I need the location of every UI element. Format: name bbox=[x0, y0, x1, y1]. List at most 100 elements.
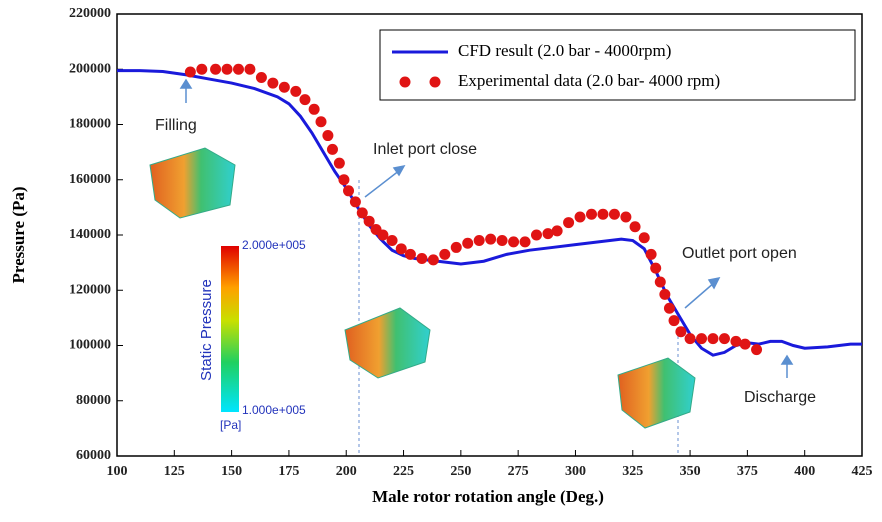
annotation: Outlet port open bbox=[682, 245, 797, 262]
data-point bbox=[485, 234, 496, 245]
data-point bbox=[575, 212, 586, 223]
rotor bbox=[618, 358, 695, 428]
y-tick-label: 140000 bbox=[69, 227, 111, 242]
x-tick-label: 175 bbox=[278, 464, 299, 479]
data-point bbox=[609, 209, 620, 220]
data-point bbox=[387, 235, 398, 246]
data-point bbox=[210, 64, 221, 75]
colorbar-min: 1.000e+005 bbox=[242, 403, 306, 417]
data-point bbox=[334, 158, 345, 169]
data-point bbox=[563, 217, 574, 228]
legend-marker bbox=[430, 77, 441, 88]
x-tick-label: 250 bbox=[450, 464, 471, 479]
arrow-head bbox=[782, 356, 792, 364]
data-point bbox=[405, 249, 416, 260]
x-tick-label: 125 bbox=[164, 464, 185, 479]
data-point bbox=[299, 94, 310, 105]
data-point bbox=[639, 232, 650, 243]
data-point bbox=[630, 221, 641, 232]
data-point bbox=[338, 174, 349, 185]
y-tick-label: 160000 bbox=[69, 172, 111, 187]
data-point bbox=[508, 236, 519, 247]
data-point bbox=[696, 333, 707, 344]
legend-label: Experimental data (2.0 bar- 4000 rpm) bbox=[458, 71, 720, 90]
chart: 100 125 150 175 200 225 250 275 300 325 350 375 400 4… bbox=[0, 0, 882, 517]
x-tick-label: 200 bbox=[336, 464, 357, 479]
y-tick-label: 220000 bbox=[69, 6, 111, 21]
annotation: Inlet port close bbox=[373, 141, 477, 158]
data-point bbox=[497, 235, 508, 246]
data-point bbox=[290, 86, 301, 97]
x-tick-label: 300 bbox=[565, 464, 586, 479]
y-tick-label: 180000 bbox=[69, 117, 111, 132]
colorbar-max: 2.000e+005 bbox=[242, 238, 306, 252]
data-point bbox=[620, 212, 631, 223]
x-tick-label: 350 bbox=[680, 464, 701, 479]
data-point bbox=[586, 209, 597, 220]
y-axis-label: Pressure (Pa) bbox=[9, 186, 28, 283]
arrow bbox=[685, 282, 715, 308]
x-tick-label: 100 bbox=[107, 464, 128, 479]
data-point bbox=[751, 344, 762, 355]
x-axis-label: Male rotor rotation angle (Deg.) bbox=[372, 487, 604, 506]
x-tick-label: 150 bbox=[221, 464, 242, 479]
data-point bbox=[256, 72, 267, 83]
data-point bbox=[685, 333, 696, 344]
x-tick-label: 325 bbox=[622, 464, 643, 479]
annotation: Filling bbox=[155, 117, 197, 134]
y-tick-label: 60000 bbox=[76, 448, 111, 463]
data-point bbox=[233, 64, 244, 75]
data-point bbox=[428, 254, 439, 265]
data-point bbox=[650, 263, 661, 274]
x-tick-label: 425 bbox=[852, 464, 873, 479]
x-tick-label: 375 bbox=[737, 464, 758, 479]
data-point bbox=[740, 339, 751, 350]
legend-marker bbox=[400, 77, 411, 88]
x-tick-label: 400 bbox=[794, 464, 815, 479]
data-point bbox=[474, 235, 485, 246]
y-tick-label: 200000 bbox=[69, 61, 111, 76]
arrow-head bbox=[181, 80, 191, 88]
data-point bbox=[708, 333, 719, 344]
y-tick-label: 80000 bbox=[76, 393, 111, 408]
data-point bbox=[719, 333, 730, 344]
x-tick-label: 275 bbox=[508, 464, 529, 479]
data-point bbox=[451, 242, 462, 253]
data-point bbox=[462, 238, 473, 249]
data-point bbox=[185, 67, 196, 78]
data-point bbox=[520, 236, 531, 247]
data-point bbox=[222, 64, 233, 75]
legend-label: CFD result (2.0 bar - 4000rpm) bbox=[458, 41, 671, 60]
data-point bbox=[327, 144, 338, 155]
data-point bbox=[244, 64, 255, 75]
data-point bbox=[350, 196, 361, 207]
data-point bbox=[196, 64, 207, 75]
data-point bbox=[309, 104, 320, 115]
data-point bbox=[279, 82, 290, 93]
colorbar-title: Static Pressure bbox=[198, 279, 215, 381]
data-point bbox=[675, 326, 686, 337]
data-point bbox=[377, 230, 388, 241]
data-point bbox=[343, 185, 354, 196]
data-point bbox=[659, 289, 670, 300]
data-point bbox=[416, 253, 427, 264]
data-point bbox=[531, 230, 542, 241]
data-point bbox=[669, 315, 680, 326]
y-tick-label: 120000 bbox=[69, 282, 111, 297]
x-tick-label: 225 bbox=[393, 464, 414, 479]
data-point bbox=[646, 249, 657, 260]
rotor bbox=[150, 148, 235, 218]
arrow bbox=[365, 170, 400, 197]
annotation: Discharge bbox=[744, 389, 816, 406]
data-point bbox=[655, 276, 666, 287]
data-point bbox=[597, 209, 608, 220]
data-point bbox=[322, 130, 333, 141]
colorbar bbox=[221, 246, 239, 412]
data-point bbox=[664, 303, 675, 314]
data-point bbox=[316, 116, 327, 127]
data-point bbox=[267, 78, 278, 89]
colorbar-unit: [Pa] bbox=[220, 418, 241, 432]
y-tick-label: 100000 bbox=[69, 338, 111, 353]
data-point bbox=[552, 225, 563, 236]
data-point bbox=[396, 243, 407, 254]
